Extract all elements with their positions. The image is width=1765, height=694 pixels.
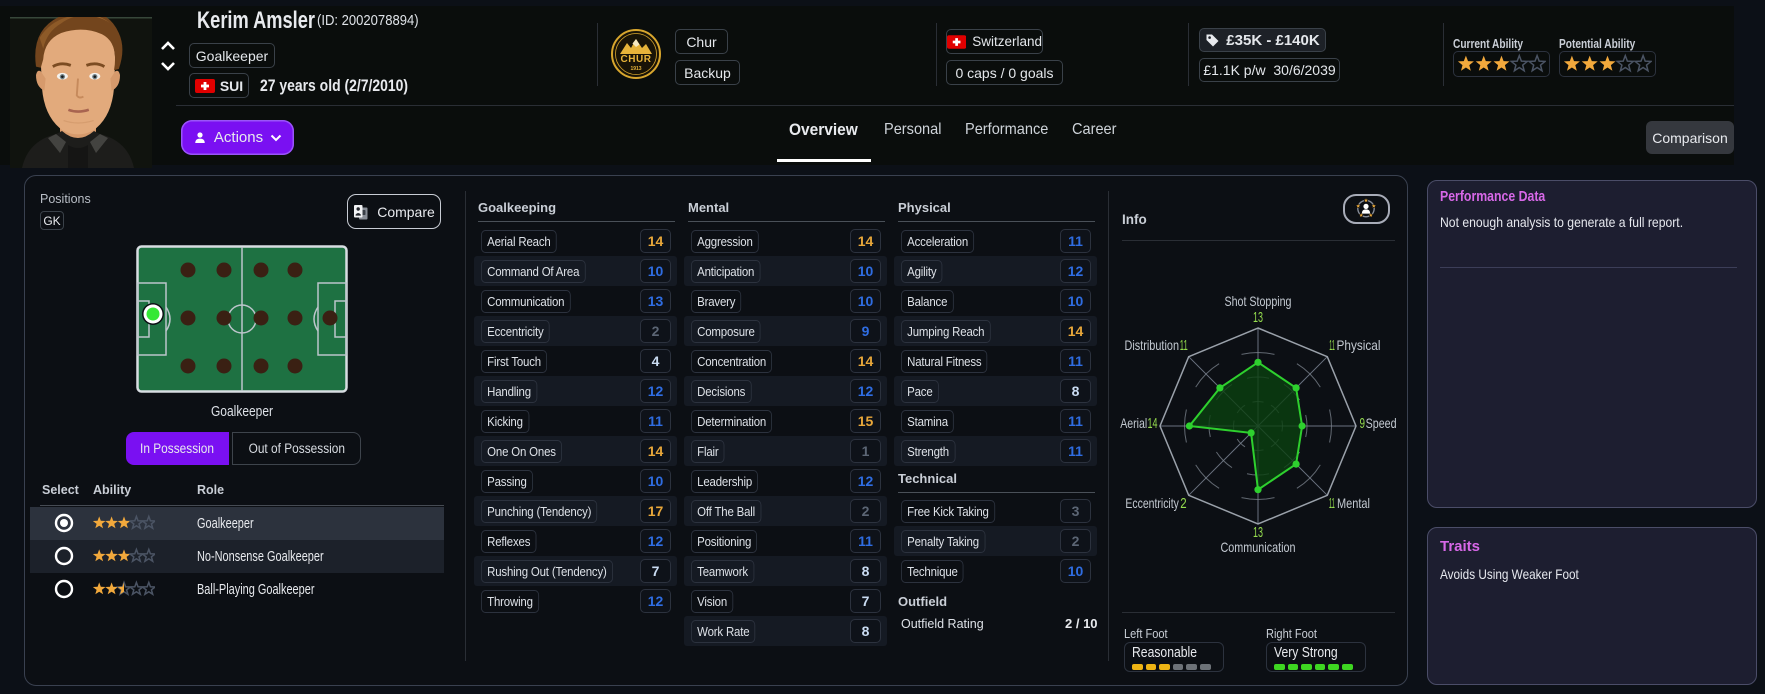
svg-text:14: 14 bbox=[1148, 415, 1158, 432]
svg-text:Speed: Speed bbox=[1366, 415, 1397, 431]
svg-text:1913: 1913 bbox=[630, 66, 641, 72]
svg-text:11: 11 bbox=[1180, 337, 1188, 354]
svg-text:13: 13 bbox=[1253, 524, 1263, 541]
svg-text:11: 11 bbox=[1329, 495, 1335, 512]
svg-text:CHUR: CHUR bbox=[621, 54, 652, 65]
svg-text:Distribution: Distribution bbox=[1125, 337, 1180, 353]
svg-text:9: 9 bbox=[1360, 415, 1366, 432]
svg-text:2: 2 bbox=[1180, 495, 1186, 512]
svg-text:Mental: Mental bbox=[1337, 495, 1370, 511]
svg-text:Communication: Communication bbox=[1221, 539, 1296, 555]
svg-text:11: 11 bbox=[1329, 337, 1335, 354]
svg-text:Aerial: Aerial bbox=[1120, 415, 1147, 431]
svg-text:Shot Stopping: Shot Stopping bbox=[1225, 293, 1292, 309]
svg-text:Physical: Physical bbox=[1337, 337, 1381, 353]
svg-text:Eccentricity: Eccentricity bbox=[1125, 495, 1179, 511]
svg-text:13: 13 bbox=[1253, 309, 1263, 326]
